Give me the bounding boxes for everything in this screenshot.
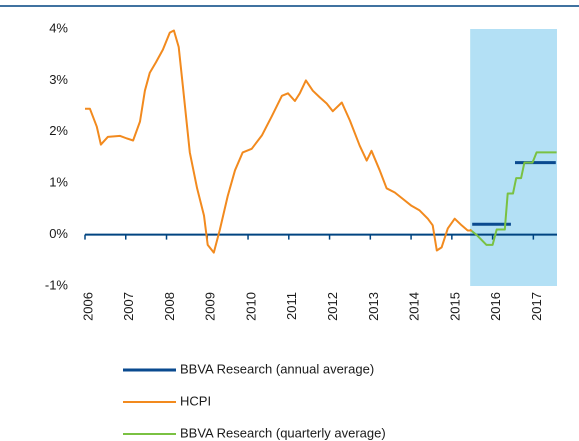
y-tick-label: -1%	[45, 277, 69, 292]
legend-label: BBVA Research (quarterly average)	[180, 425, 386, 440]
x-tick-label: 2008	[162, 292, 177, 321]
y-tick-label: 2%	[49, 123, 68, 138]
legend-label: HCPI	[180, 393, 211, 408]
x-tick-label: 2006	[80, 292, 95, 321]
series-line	[469, 151, 557, 246]
x-tick-label: 2013	[366, 292, 381, 321]
x-tick-label: 2007	[121, 292, 136, 321]
y-tick-label: 3%	[49, 72, 68, 87]
x-tick-label: 2012	[325, 292, 340, 321]
y-tick-label: 1%	[49, 175, 68, 190]
x-tick-label: 2010	[243, 292, 258, 321]
legend-label: BBVA Research (annual average)	[180, 361, 374, 376]
y-tick-label: 4%	[49, 20, 68, 35]
x-tick-label: 2015	[447, 292, 462, 321]
series-line	[85, 29, 472, 254]
x-tick-label: 2017	[529, 292, 544, 321]
x-tick-label: 2014	[407, 292, 422, 321]
x-tick-label: 2011	[284, 292, 299, 320]
shaded-region	[470, 29, 557, 286]
y-tick-label: 0%	[49, 226, 68, 241]
x-tick-label: 2016	[488, 292, 503, 321]
x-tick-label: 2009	[203, 292, 218, 321]
